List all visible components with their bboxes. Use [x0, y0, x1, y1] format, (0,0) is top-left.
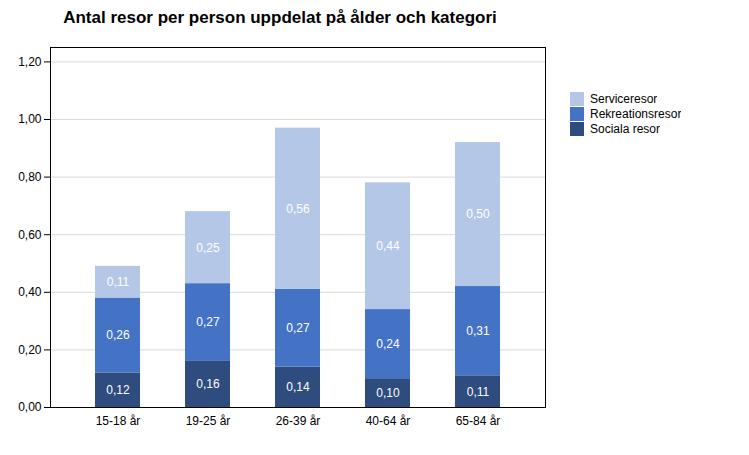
html-text:Rekreationsresor: Rekreationsresor: [590, 107, 682, 121]
svg-text:0,11: 0,11: [467, 385, 490, 399]
svg-text:0,12: 0,12: [106, 383, 130, 397]
svg-text:0,27: 0,27: [286, 321, 310, 335]
svg-text:0,50: 0,50: [466, 207, 490, 221]
svg-text:0,56: 0,56: [286, 202, 310, 216]
svg-text:19-25 år: 19-25 år: [186, 414, 231, 428]
svg-text:0,16: 0,16: [196, 377, 220, 391]
svg-text:0,44: 0,44: [376, 239, 400, 253]
svg-text:0,14: 0,14: [286, 380, 310, 394]
svg-text:15-18 år: 15-18 år: [96, 414, 141, 428]
svg-text:1,20: 1,20: [18, 55, 42, 69]
svg-text:40-64 år: 40-64 år: [366, 414, 411, 428]
html-text:Serviceresor: Serviceresor: [590, 92, 658, 106]
svg-text:0,80: 0,80: [18, 170, 42, 184]
svg-text:26-39 år: 26-39 år: [276, 414, 321, 428]
svg-text:0,27: 0,27: [196, 315, 220, 329]
svg-text:0,40: 0,40: [18, 285, 42, 299]
svg-text:0,00: 0,00: [18, 400, 42, 414]
svg-text:1,00: 1,00: [18, 112, 42, 126]
svg-text:65-84 år: 65-84 år: [456, 414, 501, 428]
svg-text:0,24: 0,24: [376, 337, 400, 351]
svg-text:0,31: 0,31: [466, 324, 490, 338]
svg-text:0,10: 0,10: [376, 386, 400, 400]
svg-text:0,26: 0,26: [106, 328, 130, 342]
svg-text:0,60: 0,60: [18, 228, 42, 242]
svg-text:0,25: 0,25: [196, 241, 220, 255]
svg-text:0,20: 0,20: [18, 343, 42, 357]
html-text:Sociala resor: Sociala resor: [590, 122, 660, 136]
svg-text:0,11: 0,11: [107, 275, 130, 289]
html-text:Antal resor per person uppdela: Antal resor per person uppdelat på ålder…: [63, 8, 497, 27]
